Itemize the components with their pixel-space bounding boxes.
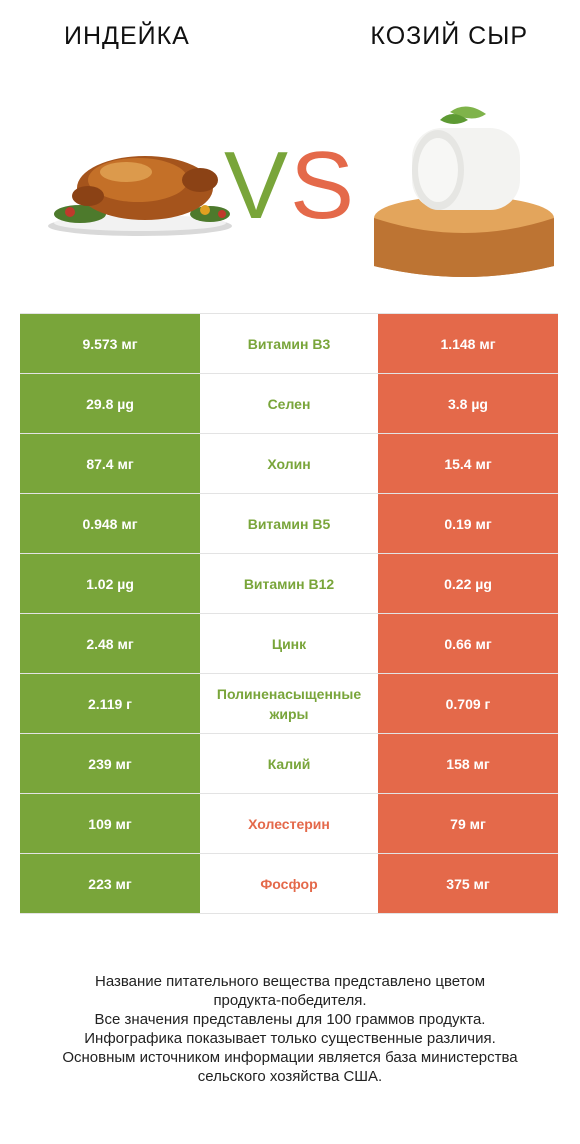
comparison-table: 9.573 мг Витамин B3 1.148 мг 29.8 µg Сел…: [20, 313, 558, 914]
right-product-title: КОЗИЙ СЫР: [370, 22, 528, 50]
table-row: 0.948 мг Витамин B5 0.19 мг: [20, 494, 558, 554]
table-row: 2.119 г Полиненасыщенные жиры 0.709 г: [20, 674, 558, 734]
svg-text:V: V: [224, 136, 288, 236]
right-value: 0.19 мг: [378, 494, 558, 553]
nutrient-name: Фосфор: [200, 854, 378, 913]
left-value: 2.48 мг: [20, 614, 200, 673]
right-value: 0.709 г: [378, 674, 558, 733]
table-row: 1.02 µg Витамин B12 0.22 µg: [20, 554, 558, 614]
left-value: 87.4 мг: [20, 434, 200, 493]
right-value: 375 мг: [378, 854, 558, 913]
table-row: 29.8 µg Селен 3.8 µg: [20, 374, 558, 434]
nutrient-name: Цинк: [200, 614, 378, 673]
left-product-title: ИНДЕЙКА: [64, 22, 190, 50]
left-value: 239 мг: [20, 734, 200, 793]
nutrient-name: Калий: [200, 734, 378, 793]
left-value: 0.948 мг: [20, 494, 200, 553]
right-value: 0.22 µg: [378, 554, 558, 613]
left-value: 29.8 µg: [20, 374, 200, 433]
right-value: 158 мг: [378, 734, 558, 793]
nutrient-name: Витамин B3: [200, 314, 378, 373]
table-row: 239 мг Калий 158 мг: [20, 734, 558, 794]
svg-text:S: S: [290, 136, 354, 236]
footer-line: Все значения представлены для 100 граммо…: [94, 1011, 486, 1028]
table-row: 223 мг Фосфор 375 мг: [20, 854, 558, 914]
table-row: 2.48 мг Цинк 0.66 мг: [20, 614, 558, 674]
nutrient-name: Селен: [200, 374, 378, 433]
right-value: 3.8 µg: [378, 374, 558, 433]
nutrient-name: Витамин B12: [200, 554, 378, 613]
vs-label: V S: [224, 136, 354, 236]
nutrient-name: Холестерин: [200, 794, 378, 853]
footer-line: сельского хозяйства США.: [197, 1068, 383, 1085]
footer-line: Основным источником информации является …: [62, 1049, 518, 1066]
right-value: 0.66 мг: [378, 614, 558, 673]
left-value: 1.02 µg: [20, 554, 200, 613]
table-row: 109 мг Холестерин 79 мг: [20, 794, 558, 854]
nutrient-name: Витамин B5: [200, 494, 378, 553]
footer-line: продукта-победителя.: [213, 992, 367, 1009]
footer-line: Инфографика показывает только существенн…: [84, 1030, 496, 1047]
left-value: 109 мг: [20, 794, 200, 853]
left-value: 9.573 мг: [20, 314, 200, 373]
table-row: 9.573 мг Витамин B3 1.148 мг: [20, 313, 558, 374]
left-value: 223 мг: [20, 854, 200, 913]
right-value: 79 мг: [378, 794, 558, 853]
turkey-image: [48, 156, 232, 236]
nutrient-name: Холин: [200, 434, 378, 493]
goat-cheese-image: [374, 106, 554, 277]
table-row: 87.4 мг Холин 15.4 мг: [20, 434, 558, 494]
footer-notes: Название питательного вещества представл…: [0, 972, 580, 1086]
right-value: 15.4 мг: [378, 434, 558, 493]
footer-line: Название питательного вещества представл…: [94, 973, 486, 990]
left-value: 2.119 г: [20, 674, 200, 733]
nutrient-name: Полиненасыщенные жиры: [200, 674, 378, 733]
right-value: 1.148 мг: [378, 314, 558, 373]
